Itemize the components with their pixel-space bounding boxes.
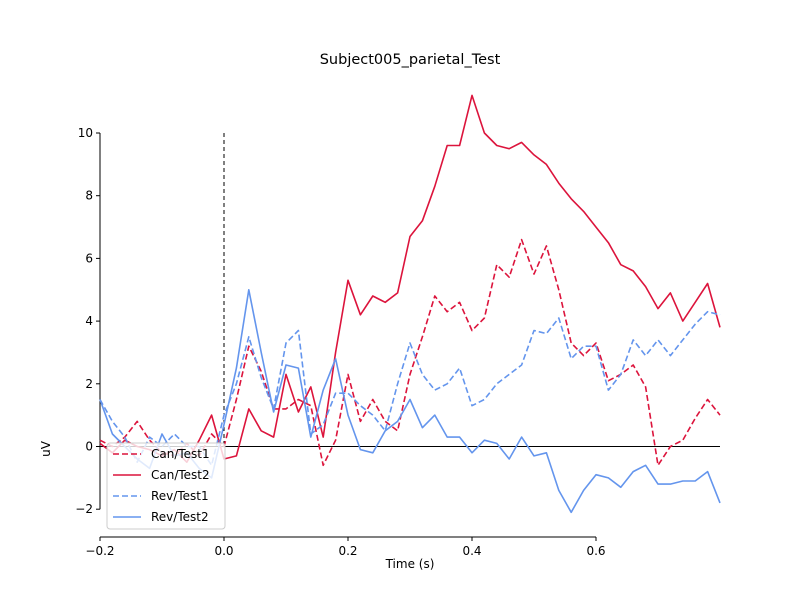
- series-line-rev-test1: [99, 310, 721, 467]
- y-axis-label: uV: [39, 440, 53, 457]
- y-tick-label: 8: [85, 189, 93, 203]
- x-tick-label: 0.6: [586, 544, 605, 558]
- legend-label: Can/Test1: [151, 447, 210, 461]
- y-tick-label: −2: [75, 502, 93, 516]
- x-tick-label: 0.4: [462, 544, 481, 558]
- legend-box: [106, 442, 226, 530]
- x-tick-label: −0.2: [85, 544, 114, 558]
- x-tick-label: 0.2: [338, 544, 357, 558]
- y-tick-label: 6: [85, 251, 93, 265]
- legend-label: Can/Test2: [151, 468, 210, 482]
- legend-label: Rev/Test2: [151, 510, 209, 524]
- legend-label: Rev/Test1: [151, 489, 209, 503]
- series-line-can-test1: [99, 238, 721, 467]
- y-tick-label: 10: [78, 126, 93, 140]
- y-tick-label: 4: [85, 314, 93, 328]
- chart-title: Subject005_parietal_Test: [320, 52, 501, 68]
- x-tick-label: 0.0: [214, 544, 233, 558]
- y-tick-label: 0: [85, 440, 93, 454]
- x-axis-label: Time (s): [385, 557, 435, 571]
- series-line-can-test2: [99, 94, 721, 464]
- legend: Can/Test1 Can/Test2 Rev/Test1 Rev/Test2: [106, 442, 226, 530]
- axes: −2 0 2 4 6 8 10 −0.2 0.0 0.2 0.4 0.6: [75, 126, 605, 558]
- y-tick-label: 2: [85, 377, 93, 391]
